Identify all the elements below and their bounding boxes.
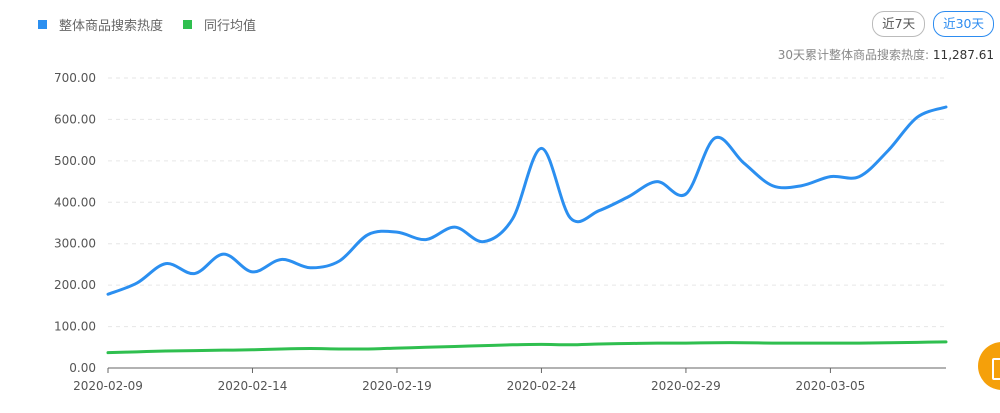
x-tick-label: 2020-03-05	[796, 379, 866, 393]
x-tick-label: 2020-02-19	[362, 379, 432, 393]
y-tick-label: 600.00	[54, 112, 96, 126]
y-tick-label: 500.00	[54, 154, 96, 168]
range-toggle: 近7天 近30天	[864, 11, 994, 37]
x-tick-label: 2020-02-24	[507, 379, 577, 393]
x-tick-label: 2020-02-09	[73, 379, 143, 393]
clipboard-icon	[992, 358, 1000, 380]
floating-action-button[interactable]	[978, 342, 1000, 390]
y-tick-label: 200.00	[54, 278, 96, 292]
last-30-days-button[interactable]: 近30天	[933, 11, 994, 37]
legend-swatch-series1	[38, 20, 47, 29]
legend-item-series1[interactable]: 整体商品搜索热度	[38, 15, 163, 34]
last-7-days-button[interactable]: 近7天	[872, 11, 926, 37]
y-tick-label: 300.00	[54, 237, 96, 251]
legend-swatch-series2	[183, 20, 193, 29]
y-tick-label: 400.00	[54, 195, 96, 209]
legend-item-series2[interactable]: 同行均值	[183, 15, 256, 34]
y-tick-label: 700.00	[54, 71, 96, 85]
x-tick-label: 2020-02-14	[218, 379, 288, 393]
series-line-2	[106, 340, 948, 355]
x-tick-label: 2020-02-29	[651, 379, 721, 393]
legend: 整体商品搜索热度 同行均值	[38, 15, 276, 34]
summary: 30天累计整体商品搜索热度: 11,287.61	[778, 46, 994, 63]
legend-label-series2: 同行均值	[204, 19, 257, 34]
summary-label: 30天累计整体商品搜索热度:	[777, 48, 930, 62]
y-tick-label: 0.00	[69, 361, 96, 375]
series-line-1	[106, 105, 948, 296]
summary-value: 11,287.61	[932, 48, 994, 62]
legend-label-series1: 整体商品搜索热度	[59, 19, 164, 34]
y-tick-label: 100.00	[54, 320, 96, 334]
